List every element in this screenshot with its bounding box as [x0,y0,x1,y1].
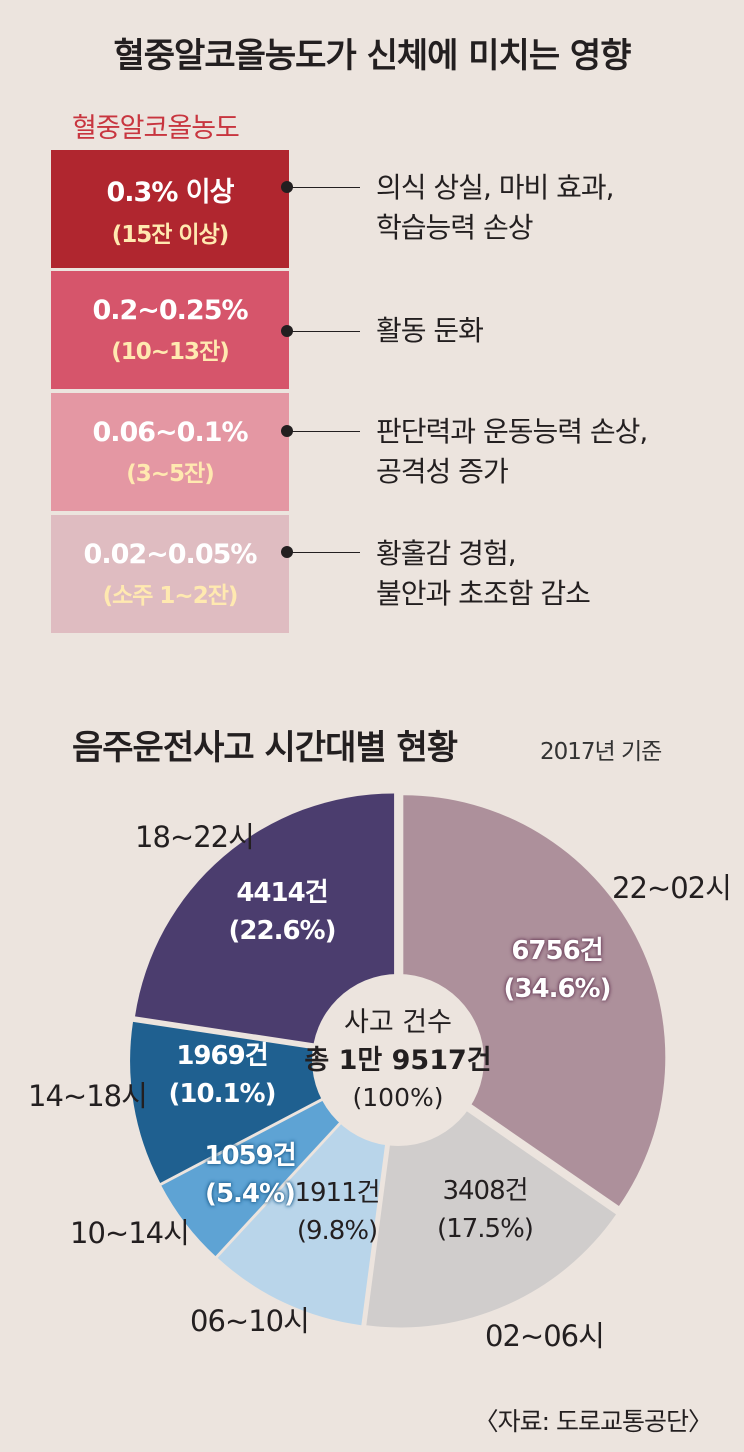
time-label-14-18: 14~18시 [28,1079,148,1113]
slice-percent: (5.4%) [205,1179,296,1209]
effect-line: 활동 둔화 [376,314,484,347]
level-box-0: 0.3% 이상 (15잔 이상) [51,150,289,268]
pie-center-hole [312,974,484,1146]
effect-line: 불안과 초조함 감소 [376,577,591,610]
leader-dot [281,546,293,558]
leader-line [290,552,360,553]
level-range: 0.3% 이상 [106,176,235,208]
effect-line: 의식 상실, 마비 효과, [376,171,615,204]
level-effect: 황홀감 경험, 불안과 초조함 감소 [376,534,591,614]
level-cups: (3~5잔) [126,460,214,487]
level-box-2: 0.06~0.1% (3~5잔) [51,393,289,511]
level-range: 0.2~0.25% [92,294,248,326]
center-percent: (100%) [352,1083,444,1112]
slice-label-06-10: 1911건 (9.8%) [294,1174,380,1250]
slice-count: 4414건 [236,878,328,908]
pie-slice-0 [403,795,666,1207]
slice-count: 3408건 [442,1176,528,1206]
slice-percent: (34.6%) [503,974,612,1004]
slice-count: 1059건 [204,1141,296,1171]
level-effect: 활동 둔화 [376,311,484,351]
chart-title: 음주운전사고 시간대별 현황 [72,728,458,768]
slice-percent: (9.8%) [296,1216,378,1246]
level-box-3: 0.02~0.05% (소주 1~2잔) [51,515,289,633]
level-range: 0.06~0.1% [92,416,248,448]
time-label-02-06: 02~06시 [485,1319,605,1353]
center-total: 총 1만 9517건 [304,1045,492,1076]
time-label-22-02: 22~02시 [612,871,732,905]
infographic-title: 혈중알코올농도가 신체에 미치는 영향 [113,36,632,76]
pie-slice-5 [135,793,395,1056]
slice-count: 1911건 [294,1178,380,1208]
level-range: 0.02~0.05% [83,538,258,570]
slice-percent: (10.1%) [168,1079,277,1109]
time-label-06-10: 06~10시 [190,1304,310,1338]
level-effect: 의식 상실, 마비 효과, 학습능력 손상 [376,168,615,248]
effect-line: 학습능력 손상 [376,211,533,244]
leader-line [290,187,360,188]
leader-line [290,431,360,432]
time-label-18-22: 18~22시 [135,820,255,854]
slice-label-10-14: 1059건 (5.4%) [204,1137,296,1213]
source-note: 〈자료: 도로교통공단〉 [473,1407,713,1436]
effect-line: 공격성 증가 [376,455,509,488]
time-label-10-14: 10~14시 [70,1216,190,1250]
slice-label-18-22: 4414건 (22.6%) [228,874,337,950]
level-box-1: 0.2~0.25% (10~13잔) [51,271,289,389]
leader-dot [281,325,293,337]
slice-label-02-06: 3408건 (17.5%) [437,1172,534,1248]
leader-dot [281,181,293,193]
slice-percent: (17.5%) [437,1214,534,1244]
effect-line: 황홀감 경험, [376,537,517,570]
level-cups: (15잔 이상) [111,221,230,248]
legend-title: 혈중알코올농도 [72,113,240,144]
slice-label-22-02: 6756건 (34.6%) [503,932,612,1008]
chart-basis: 2017년 기준 [540,739,662,765]
slice-label-14-18: 1969건 (10.1%) [168,1037,277,1113]
level-cups: (10~13잔) [111,338,229,365]
slice-count: 1969건 [176,1041,268,1071]
effect-line: 판단력과 운동능력 손상, [376,415,648,448]
center-label: 사고 건수 [344,1007,452,1038]
level-effect: 판단력과 운동능력 손상, 공격성 증가 [376,412,648,492]
pie-center: 사고 건수 총 1만 9517건 (100%) [304,1004,491,1116]
leader-line [290,331,360,332]
slice-count: 6756건 [511,936,603,966]
slice-percent: (22.6%) [228,916,337,946]
level-cups: (소주 1~2잔) [102,582,239,609]
leader-dot [281,425,293,437]
